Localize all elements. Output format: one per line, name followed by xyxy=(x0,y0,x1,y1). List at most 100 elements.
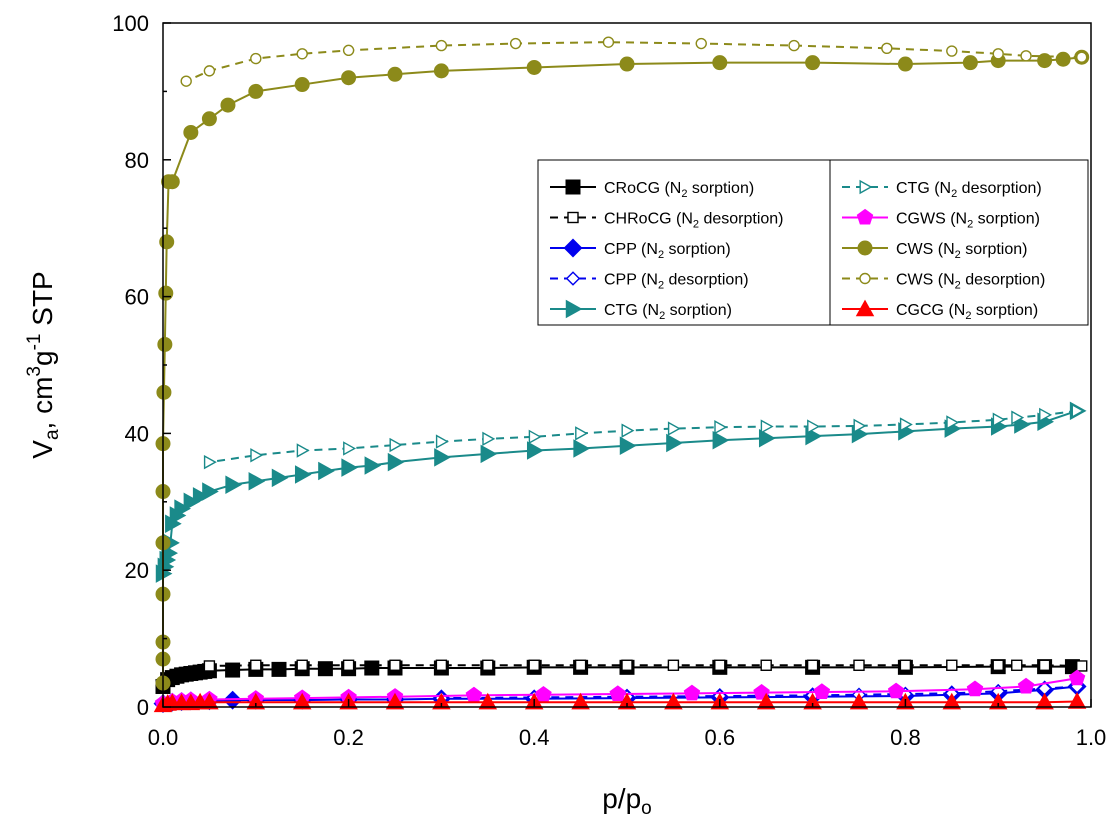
x-tick-label: 0.6 xyxy=(705,725,736,750)
x-axis-label-main: p/p xyxy=(602,783,641,814)
data-point xyxy=(364,456,382,475)
legend-label-post: sorption) xyxy=(664,241,731,258)
data-point xyxy=(575,426,589,441)
y-tick-label: 60 xyxy=(125,285,149,310)
data-point xyxy=(157,336,173,352)
data-point xyxy=(250,448,264,463)
data-point xyxy=(1067,692,1087,709)
data-point xyxy=(946,659,958,671)
data-point xyxy=(571,692,590,710)
legend-label-post: sorption) xyxy=(687,180,754,197)
data-point xyxy=(760,419,774,434)
data-point xyxy=(714,420,728,435)
data-point xyxy=(248,83,264,99)
data-point xyxy=(296,443,310,458)
data-point xyxy=(202,482,219,501)
legend-label-pre: CWS (N xyxy=(896,241,955,258)
legend-swatch-marker xyxy=(567,211,579,224)
legend-item-7: CWS (N2 sorption) xyxy=(842,240,1027,261)
data-point xyxy=(1039,407,1053,423)
data-point xyxy=(899,659,912,671)
data-point xyxy=(1038,659,1051,671)
y-tick-label: 20 xyxy=(125,558,149,583)
data-point xyxy=(180,75,192,87)
legend-item-6: CGWS (N2 sorption) xyxy=(842,208,1040,231)
data-point xyxy=(201,111,217,127)
legend-swatch-marker xyxy=(565,271,581,286)
legend-item-8: CWS (N2 desorption) xyxy=(842,272,1045,292)
legend-swatch-marker xyxy=(855,299,875,317)
legend-item-9: CGCG (N2 sorption) xyxy=(842,299,1038,322)
x-tick-label: 0.8 xyxy=(890,725,921,750)
data-point xyxy=(318,461,335,481)
data-point xyxy=(1011,410,1025,425)
legend-label-pre: CTG (N xyxy=(604,302,659,319)
data-point xyxy=(389,659,401,671)
legend-item-2: CPP (N2 sorption) xyxy=(550,238,731,261)
data-point xyxy=(385,692,405,710)
data-point xyxy=(664,692,683,710)
data-point xyxy=(1011,659,1023,671)
data-point xyxy=(435,659,448,671)
data-point xyxy=(164,174,180,190)
data-point xyxy=(992,659,1004,671)
data-point xyxy=(535,686,552,702)
y-label-sup3: 3 xyxy=(24,366,45,377)
data-point xyxy=(962,55,978,71)
data-point xyxy=(853,418,867,434)
legend-label-pre: CWS (N xyxy=(896,272,955,289)
legend-label-post: desorption) xyxy=(961,272,1046,289)
data-point xyxy=(621,659,633,671)
legend-label-sub: 2 xyxy=(693,219,699,231)
data-point xyxy=(897,56,913,72)
data-point xyxy=(482,431,496,447)
legend-label: CTG (N2 sorption) xyxy=(604,302,732,322)
data-point xyxy=(695,37,707,50)
legend-label: CHRoCG (N2 desorption) xyxy=(604,211,784,231)
data-point xyxy=(712,430,730,450)
data-point xyxy=(434,448,451,467)
data-point xyxy=(478,692,498,710)
data-point xyxy=(1071,403,1085,419)
series-line xyxy=(162,56,1082,684)
data-point xyxy=(988,692,1008,710)
data-point xyxy=(528,659,540,671)
legend-label-sub: 2 xyxy=(955,280,961,292)
legend-label-pre: CPP (N xyxy=(604,272,658,289)
data-point xyxy=(807,419,821,434)
data-point xyxy=(246,692,266,710)
data-point xyxy=(619,436,637,455)
legend-label-pre: CGWS (N xyxy=(896,211,967,228)
data-point xyxy=(509,37,522,50)
x-tick-label: 0.4 xyxy=(519,725,550,750)
data-point xyxy=(225,475,243,494)
data-point xyxy=(433,63,449,79)
legend-entries: CRoCG (N2 sorption)CHRoCG (N2 desorption… xyxy=(550,179,1045,322)
data-point xyxy=(803,692,822,710)
legend-label-sub: 2 xyxy=(951,188,957,200)
legend-swatch-marker xyxy=(857,240,873,256)
data-point xyxy=(294,465,312,484)
data-point xyxy=(1017,677,1035,694)
series-4 xyxy=(155,401,1087,583)
data-point xyxy=(158,285,174,301)
data-point xyxy=(760,659,772,671)
legend-label-sub: 2 xyxy=(658,280,664,292)
y-tick-label: 100 xyxy=(112,11,149,36)
data-point xyxy=(220,97,236,113)
data-point xyxy=(387,452,405,472)
series-line xyxy=(209,409,1078,464)
plot-frame xyxy=(162,22,1092,708)
data-point xyxy=(387,66,403,82)
legend-swatch-marker xyxy=(565,299,583,319)
data-point xyxy=(250,52,262,65)
data-point xyxy=(341,458,359,477)
legend-label: CWS (N2 desorption) xyxy=(896,272,1045,292)
data-point xyxy=(881,42,893,55)
data-point xyxy=(159,234,175,250)
y-label-sub-a: a xyxy=(42,429,63,440)
data-point xyxy=(602,36,615,48)
legend-label-sub: 2 xyxy=(965,310,971,322)
y-label-tail: STP xyxy=(27,271,58,333)
series-layer xyxy=(153,36,1090,714)
